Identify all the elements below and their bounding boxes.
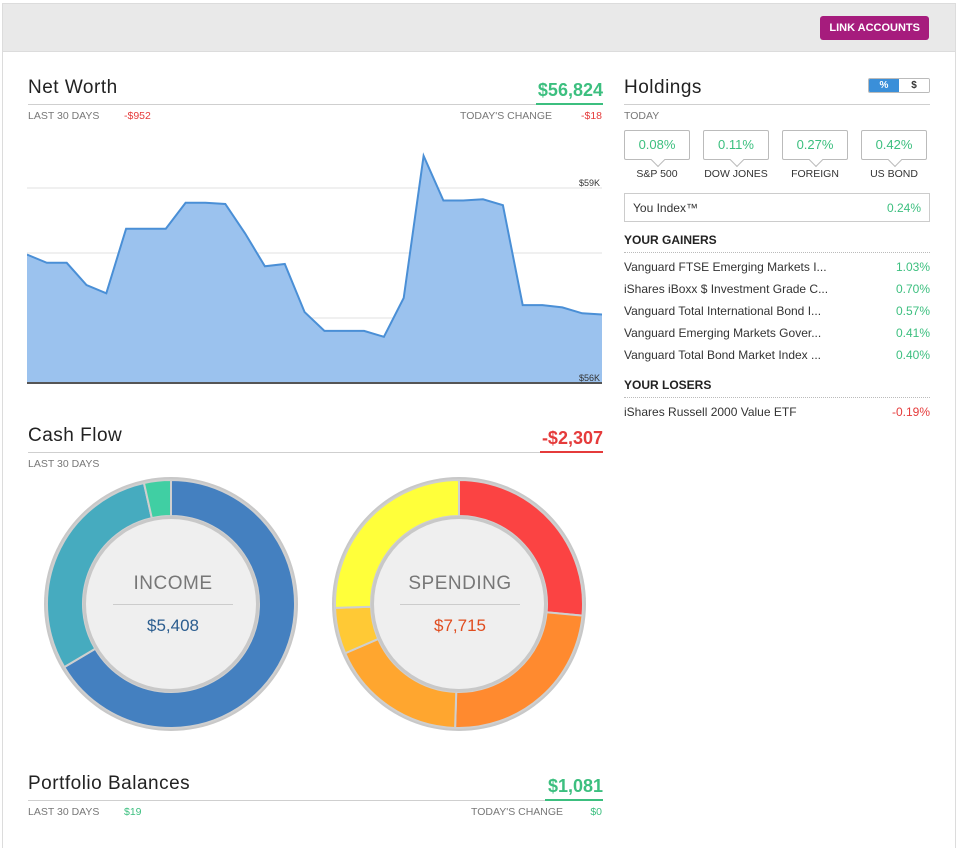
cash-flow-rule — [28, 452, 603, 453]
gainers-heading: YOUR GAINERS — [624, 233, 717, 247]
percent-toggle-button[interactable]: % — [869, 79, 899, 92]
gainer-name: Vanguard Total International Bond I... — [624, 304, 822, 318]
net-worth-area — [27, 155, 602, 383]
cash-flow-period-label: LAST 30 DAYS — [28, 458, 100, 470]
net-worth-chart: $59K $56K — [27, 152, 602, 384]
gainer-name: iShares iBoxx $ Investment Grade C... — [624, 282, 829, 296]
holdings-rule — [624, 104, 930, 105]
net-worth-today-change: -$18 — [580, 110, 602, 122]
index-value-us-bond[interactable]: 0.42% — [861, 130, 927, 160]
loser-name: iShares Russell 2000 Value ETF — [624, 405, 797, 419]
y-label-bottom: $56K — [579, 373, 600, 383]
dollar-toggle-button[interactable]: $ — [899, 79, 929, 92]
gainer-row[interactable]: Vanguard Total International Bond I... 0… — [624, 304, 930, 326]
loser-pct: -0.19% — [891, 405, 930, 419]
gainer-row[interactable]: Vanguard Emerging Markets Gover... 0.41% — [624, 326, 930, 348]
spending-label: SPENDING — [408, 573, 512, 594]
gainer-pct: 0.40% — [895, 348, 930, 362]
net-worth-rule — [28, 104, 603, 105]
you-index-value: 0.24% — [886, 201, 921, 215]
spending-separator — [400, 604, 520, 605]
portfolio-period-change: $19 — [124, 806, 142, 818]
portfolio-rule — [28, 800, 603, 801]
net-worth-line — [27, 152, 602, 338]
gainer-pct: 0.70% — [895, 282, 930, 296]
spending-center: SPENDING $7,715 — [398, 573, 522, 636]
portfolio-today-change: $0 — [590, 806, 602, 818]
gainers-rule — [624, 252, 930, 253]
net-worth-period-label: LAST 30 DAYS — [28, 110, 100, 122]
index-label-us-bond: US BOND — [870, 168, 918, 180]
index-value-sp500[interactable]: 0.08% — [624, 130, 690, 160]
link-accounts-button[interactable]: LINK ACCOUNTS — [820, 16, 929, 40]
spending-amount: $7,715 — [434, 616, 486, 635]
portfolio-value-underline — [545, 799, 603, 801]
portfolio-title: Portfolio Balances — [28, 773, 191, 794]
index-label-dow-jones: DOW JONES — [704, 168, 768, 180]
net-worth-today-label: TODAY'S CHANGE — [460, 110, 553, 122]
holdings-unit-toggle[interactable]: % $ — [868, 78, 930, 93]
index-label-sp500: S&P 500 — [636, 168, 678, 180]
gainer-name: Vanguard FTSE Emerging Markets I... — [624, 260, 827, 274]
cash-flow-value-underline — [540, 451, 603, 453]
gainer-row[interactable]: iShares iBoxx $ Investment Grade C... 0.… — [624, 282, 930, 304]
losers-heading: YOUR LOSERS — [624, 378, 712, 392]
cash-flow-value: -$2,307 — [541, 428, 603, 448]
holdings-title: Holdings — [624, 77, 702, 98]
income-center: INCOME $5,408 — [111, 573, 235, 636]
gainer-row[interactable]: Vanguard Total Bond Market Index ... 0.4… — [624, 348, 930, 370]
portfolio-period-label: LAST 30 DAYS — [28, 806, 100, 818]
portfolio-today-label: TODAY'S CHANGE — [471, 806, 564, 818]
you-index-box[interactable]: You Index™ 0.24% — [624, 193, 930, 222]
y-label-top: $59K — [579, 178, 600, 188]
income-label: INCOME — [133, 573, 213, 594]
gainer-row[interactable]: Vanguard FTSE Emerging Markets I... 1.03… — [624, 260, 930, 282]
gainer-name: Vanguard Emerging Markets Gover... — [624, 326, 822, 340]
portfolio-value: $1,081 — [547, 776, 603, 796]
holdings-today-label: TODAY — [624, 110, 660, 122]
gainer-pct: 0.57% — [895, 304, 930, 318]
loser-row[interactable]: iShares Russell 2000 Value ETF -0.19% — [624, 405, 930, 427]
net-worth-value-underline — [536, 103, 603, 105]
top-bar: LINK ACCOUNTS — [3, 4, 955, 52]
you-index-label: You Index™ — [633, 201, 698, 215]
income-separator — [113, 604, 233, 605]
income-amount: $5,408 — [147, 616, 199, 635]
net-worth-title: Net Worth — [28, 77, 118, 98]
gainer-pct: 0.41% — [895, 326, 930, 340]
index-value-foreign[interactable]: 0.27% — [782, 130, 848, 160]
gainer-name: Vanguard Total Bond Market Index ... — [624, 348, 822, 362]
net-worth-period-change: -$952 — [124, 110, 151, 122]
index-label-foreign: FOREIGN — [791, 168, 839, 180]
losers-rule — [624, 397, 930, 398]
cash-flow-title: Cash Flow — [28, 425, 123, 446]
index-value-dow-jones[interactable]: 0.11% — [703, 130, 769, 160]
net-worth-value: $56,824 — [537, 80, 603, 100]
gainer-pct: 1.03% — [895, 260, 930, 274]
